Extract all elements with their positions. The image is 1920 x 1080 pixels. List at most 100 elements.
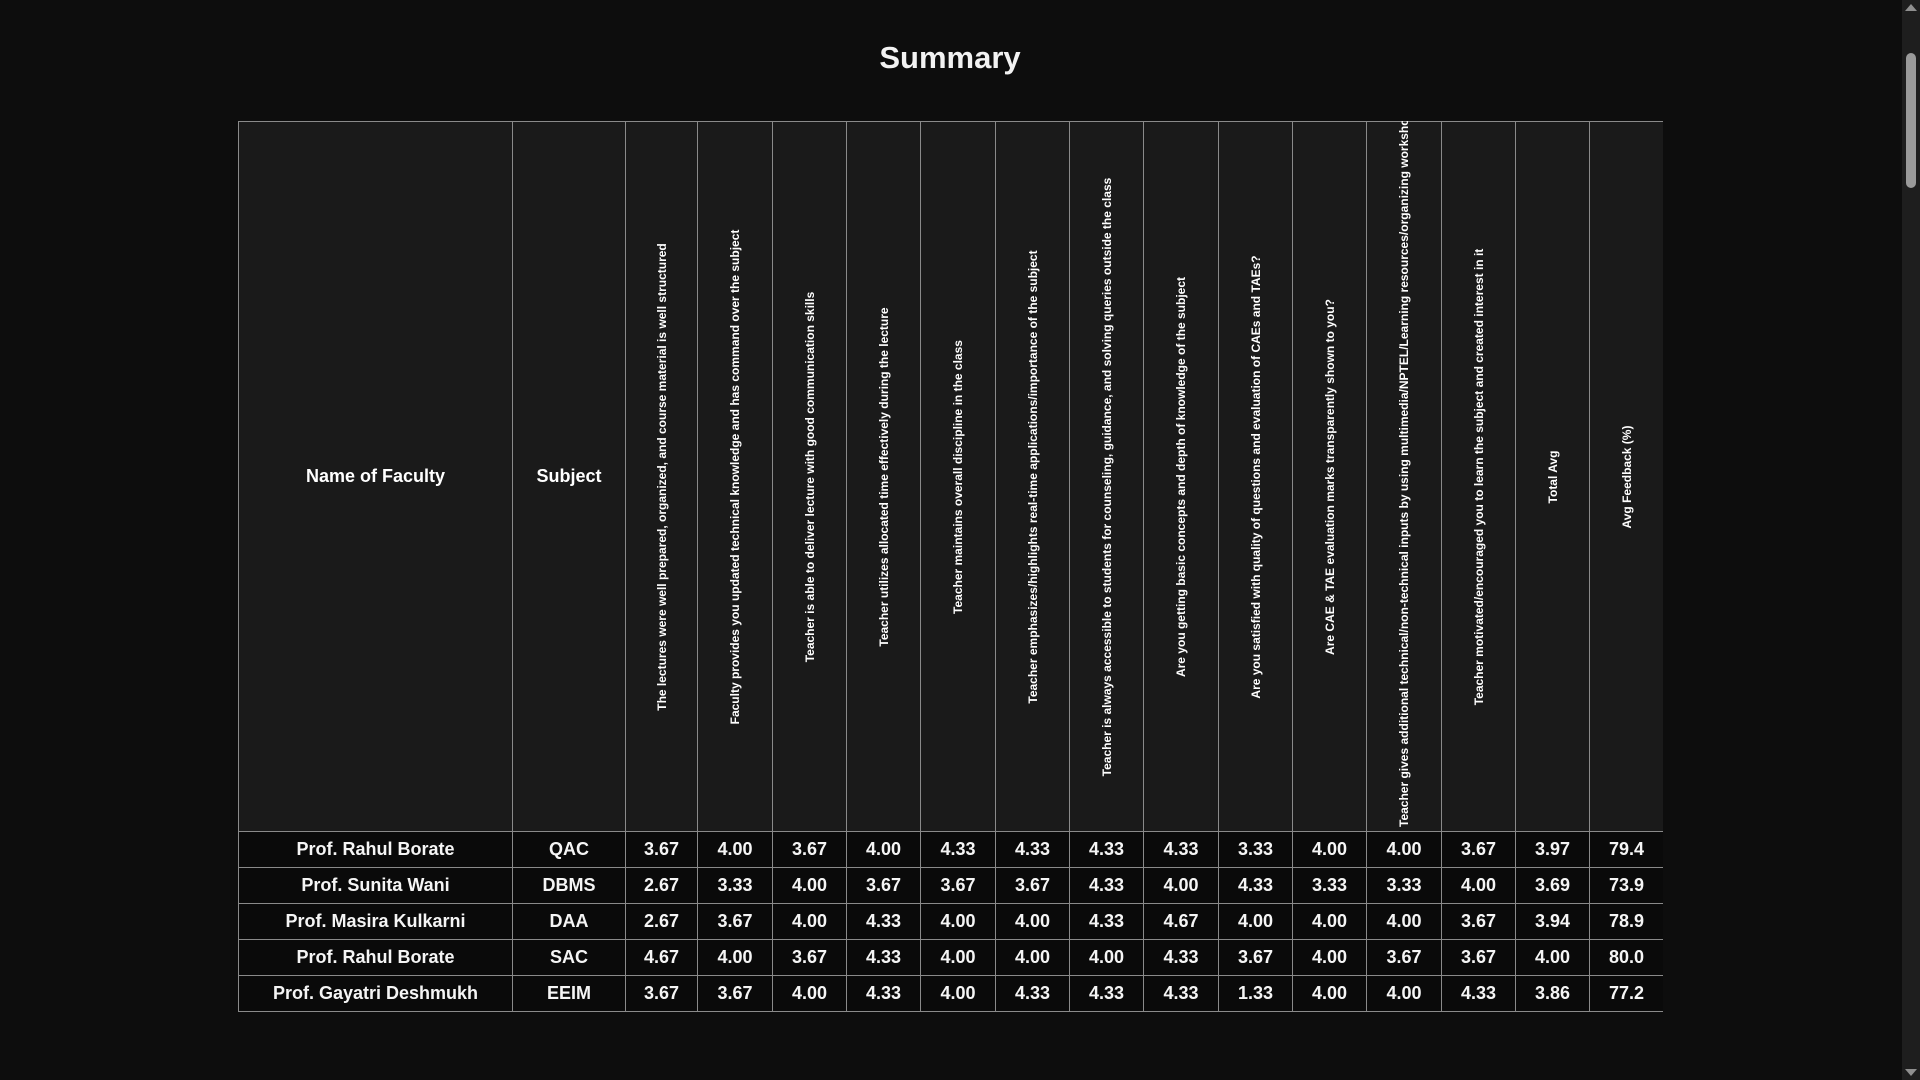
question-label: Teacher is always accessible to students…: [1099, 177, 1114, 776]
score-cell: 3.67: [772, 939, 847, 976]
question-label: Teacher maintains overall discipline in …: [951, 339, 965, 614]
column-header-subject: Subject: [512, 121, 626, 832]
score-cell: 4.33: [1143, 975, 1219, 1012]
score-cell: 2.67: [625, 867, 698, 904]
page-title: Summary: [879, 40, 1021, 75]
avg-feedback-cell: 73.9: [1589, 867, 1663, 904]
column-header-question: Are CAE & TAE evaluation marks transpare…: [1292, 121, 1367, 832]
avg-feedback-label: Avg Feedback (%): [1619, 425, 1634, 528]
score-cell: 4.33: [1069, 831, 1144, 868]
score-cell: 3.67: [920, 867, 996, 904]
faculty-name-cell: Prof. Sunita Wani: [238, 867, 513, 904]
summary-table-container[interactable]: Name of Faculty Subject The lectures wer…: [238, 121, 1663, 1013]
score-cell: 3.67: [1218, 939, 1293, 976]
column-header-question: Are you getting basic concepts and depth…: [1143, 121, 1219, 832]
score-cell: 4.67: [1143, 903, 1219, 940]
total-avg-cell: 4.00: [1515, 939, 1590, 976]
avg-feedback-cell: 78.9: [1589, 903, 1663, 940]
column-header-question: Teacher emphasizes/highlights real-time …: [995, 121, 1070, 832]
column-header-faculty: Name of Faculty: [238, 121, 513, 832]
score-cell: 4.00: [1292, 939, 1367, 976]
score-cell: 4.00: [772, 975, 847, 1012]
score-cell: 3.33: [1366, 867, 1442, 904]
scroll-down-arrow-icon[interactable]: [1905, 1069, 1917, 1076]
score-cell: 3.67: [697, 903, 773, 940]
score-cell: 4.00: [697, 939, 773, 976]
summary-table: Name of Faculty Subject The lectures wer…: [238, 121, 1663, 1012]
score-cell: 4.00: [1366, 903, 1442, 940]
column-header-avg-feedback: Avg Feedback (%): [1589, 121, 1663, 832]
score-cell: 3.67: [1441, 939, 1516, 976]
score-cell: 4.33: [995, 975, 1070, 1012]
score-cell: 4.33: [846, 975, 921, 1012]
score-cell: 4.67: [625, 939, 698, 976]
subject-cell: QAC: [512, 831, 626, 868]
score-cell: 4.33: [1069, 867, 1144, 904]
score-cell: 3.67: [1441, 831, 1516, 868]
column-header-question: Teacher is always accessible to students…: [1069, 121, 1144, 832]
subject-cell: EEIM: [512, 975, 626, 1012]
question-label: Teacher motivated/encouraged you to lear…: [1471, 248, 1486, 705]
score-cell: 4.00: [1366, 831, 1442, 868]
score-cell: 3.67: [772, 831, 847, 868]
score-cell: 4.33: [1143, 939, 1219, 976]
question-label: Teacher emphasizes/highlights real-time …: [1025, 249, 1040, 704]
score-cell: 4.33: [1218, 867, 1293, 904]
avg-feedback-cell: 79.4: [1589, 831, 1663, 868]
scroll-up-arrow-icon[interactable]: [1905, 4, 1917, 11]
score-cell: 3.67: [1441, 903, 1516, 940]
total-avg-cell: 3.97: [1515, 831, 1590, 868]
total-avg-cell: 3.86: [1515, 975, 1590, 1012]
question-label: Are you getting basic concepts and depth…: [1174, 276, 1188, 677]
score-cell: 4.00: [1218, 903, 1293, 940]
table-row: Prof. Sunita Wani DBMS 2.67 3.33 4.00 3.67 3.6…: [238, 867, 1663, 904]
score-cell: 4.00: [1143, 867, 1219, 904]
vertical-scrollbar[interactable]: [1902, 0, 1920, 1080]
table-row: Prof. Masira Kulkarni DAA 2.67 3.67 4.00 4.33…: [238, 903, 1663, 940]
question-label: The lectures were well prepared, organiz…: [654, 242, 669, 711]
score-cell: 4.00: [920, 975, 996, 1012]
total-avg-cell: 3.94: [1515, 903, 1590, 940]
table-row: Prof. Gayatri Deshmukh EEIM 3.67 3.67 4.00 4.…: [238, 975, 1663, 1012]
score-cell: 4.00: [920, 939, 996, 976]
column-header-question: Teacher motivated/encouraged you to lear…: [1441, 121, 1516, 832]
score-cell: 4.33: [1069, 975, 1144, 1012]
avg-feedback-cell: 77.2: [1589, 975, 1663, 1012]
question-label: Teacher gives additional technical/non-t…: [1397, 121, 1411, 827]
total-avg-label: Total Avg: [1545, 450, 1560, 503]
table-header-row: Name of Faculty Subject The lectures wer…: [238, 121, 1663, 832]
question-label: Faculty provides you updated technical k…: [728, 229, 742, 724]
avg-feedback-cell: 80.0: [1589, 939, 1663, 976]
subject-cell: DBMS: [512, 867, 626, 904]
column-header-total-avg: Total Avg: [1515, 121, 1590, 832]
score-cell: 3.33: [1218, 831, 1293, 868]
score-cell: 4.33: [1441, 975, 1516, 1012]
question-label: Teacher is able to deliver lecture with …: [802, 291, 817, 662]
table-row: Prof. Rahul Borate QAC 3.67 4.00 3.67 4.00 4.3…: [238, 831, 1663, 868]
column-header-question: The lectures were well prepared, organiz…: [625, 121, 698, 832]
score-cell: 2.67: [625, 903, 698, 940]
score-cell: 3.33: [697, 867, 773, 904]
question-label: Are CAE & TAE evaluation marks transpare…: [1322, 298, 1337, 655]
score-cell: 4.00: [1292, 831, 1367, 868]
score-cell: 4.33: [1069, 903, 1144, 940]
score-cell: 3.67: [846, 867, 921, 904]
score-cell: 4.00: [995, 939, 1070, 976]
total-avg-cell: 3.69: [1515, 867, 1590, 904]
column-header-question: Are you satisfied with quality of questi…: [1218, 121, 1293, 832]
column-header-question: Faculty provides you updated technical k…: [697, 121, 773, 832]
table-body: Prof. Rahul Borate QAC 3.67 4.00 3.67 4.00 4.3…: [238, 831, 1663, 1012]
score-cell: 4.33: [846, 903, 921, 940]
score-cell: 4.33: [920, 831, 996, 868]
subject-cell: DAA: [512, 903, 626, 940]
score-cell: 3.67: [625, 831, 698, 868]
score-cell: 4.33: [995, 831, 1070, 868]
faculty-name-cell: Prof. Gayatri Deshmukh: [238, 975, 513, 1012]
score-cell: 1.33: [1218, 975, 1293, 1012]
score-cell: 4.00: [1069, 939, 1144, 976]
score-cell: 3.33: [1292, 867, 1367, 904]
score-cell: 4.00: [1292, 975, 1367, 1012]
scrollbar-thumb[interactable]: [1906, 53, 1916, 188]
column-header-question: Teacher gives additional technical/non-t…: [1366, 121, 1442, 832]
faculty-name-cell: Prof. Rahul Borate: [238, 831, 513, 868]
